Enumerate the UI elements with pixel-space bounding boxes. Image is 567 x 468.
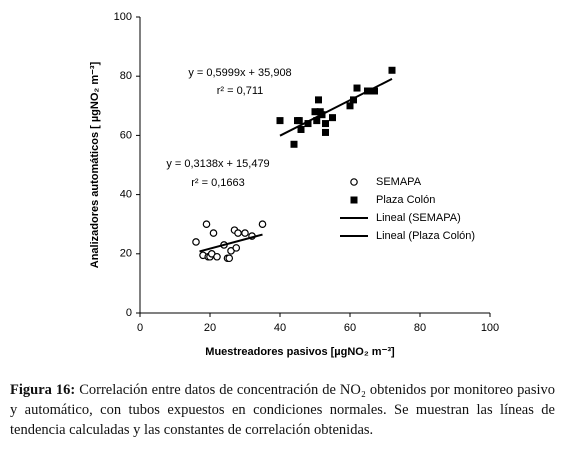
point <box>232 244 241 252</box>
point <box>322 120 329 128</box>
legend-swatch <box>350 178 358 186</box>
x-tick-label: 80 <box>414 322 426 334</box>
y-axis-label: Analizadores automáticos [ µgNO₂ m⁻³] <box>89 61 101 268</box>
point <box>295 117 303 125</box>
point <box>209 229 218 237</box>
caption-label: Figura 16: <box>10 382 76 398</box>
r-squared: r² = 0,1663 <box>191 177 245 189</box>
x-axis-label: Muestreadores pasivos [µgNO₂ m⁻³] <box>205 346 395 358</box>
point <box>192 238 200 246</box>
point <box>313 117 321 125</box>
point <box>350 96 357 104</box>
y-tick-label: 60 <box>120 129 132 141</box>
y-tick-label: 0 <box>126 307 132 319</box>
y-tick-label: 80 <box>120 70 132 82</box>
point <box>353 84 361 92</box>
point <box>311 108 319 116</box>
point <box>322 128 329 136</box>
r-squared: r² = 0,711 <box>217 85 264 97</box>
point <box>258 220 267 229</box>
x-tick-label: 100 <box>481 322 499 334</box>
x-tick-label: 60 <box>344 322 356 334</box>
point <box>225 254 234 263</box>
chart: Muestreadores pasivos [µgNO₂ m⁻³] Analiz… <box>89 11 499 358</box>
point <box>329 114 336 122</box>
point <box>304 120 312 128</box>
y-tick-label: 40 <box>120 189 132 201</box>
point <box>202 220 211 229</box>
legend-label: Lineal (SEMAPA) <box>376 212 461 224</box>
y-tick-label: 100 <box>114 11 132 23</box>
point <box>297 125 305 133</box>
point <box>276 117 284 125</box>
caption: Figura 16: Correlación entre datos de co… <box>10 380 555 440</box>
point <box>388 66 396 74</box>
point <box>241 229 249 237</box>
point <box>315 96 322 104</box>
x-tick-label: 0 <box>137 322 143 334</box>
point <box>346 102 354 110</box>
legend-swatch <box>350 196 358 204</box>
y-tick-label: 20 <box>120 248 132 260</box>
legend-label: SEMAPA <box>376 176 422 188</box>
point <box>213 252 221 261</box>
equation: y = 0,3138x + 15,479 <box>166 158 269 170</box>
legend-label: Lineal (Plaza Colón) <box>376 230 475 242</box>
point <box>290 140 298 148</box>
point <box>234 229 242 237</box>
x-tick-label: 20 <box>204 322 216 334</box>
trend-line <box>199 233 263 253</box>
point <box>371 87 378 95</box>
x-tick-label: 40 <box>274 322 286 334</box>
trend-line <box>279 77 393 137</box>
equation: y = 0,5999x + 35,908 <box>188 67 291 79</box>
caption-text: Correlación entre datos de concentración… <box>10 382 556 438</box>
legend-label: Plaza Colón <box>376 194 435 206</box>
